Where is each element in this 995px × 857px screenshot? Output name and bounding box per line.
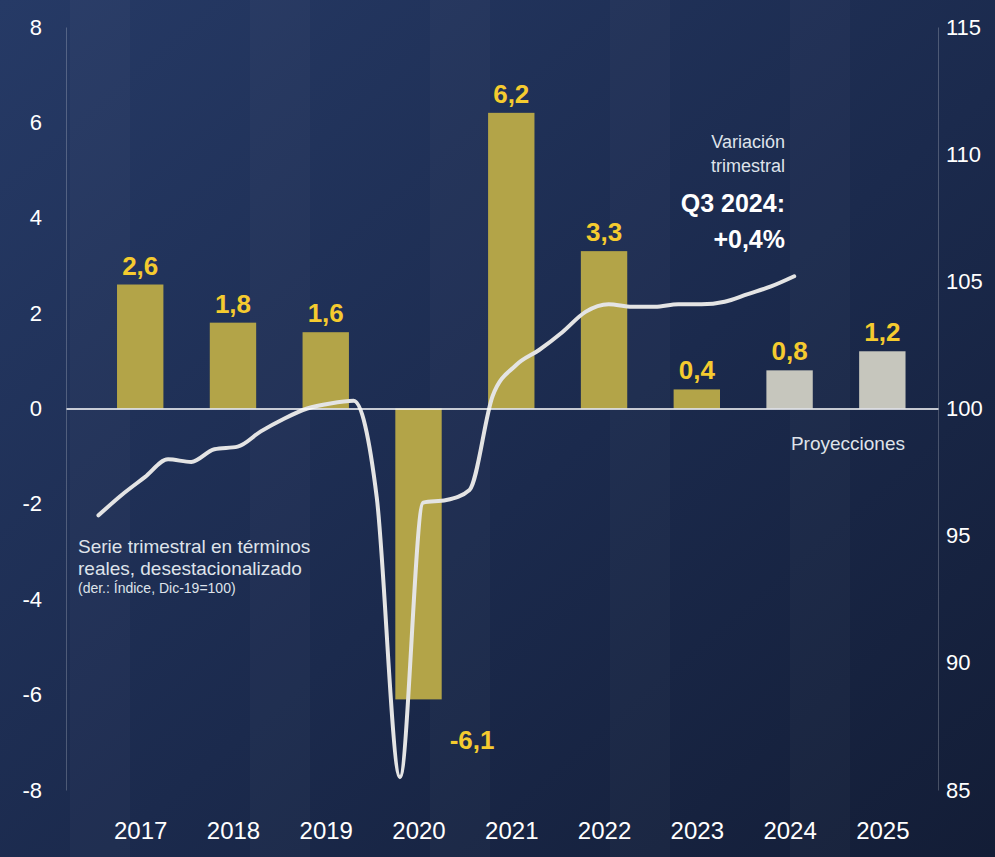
tick: 0 (30, 396, 66, 421)
annotation: (der.: Índice, Dic-19=100) (78, 580, 236, 596)
tick-label: 2021 (485, 817, 538, 844)
tick: -4 (22, 587, 66, 612)
tick-label: 100 (946, 396, 983, 421)
background-pillar (70, 0, 130, 857)
tick-label: 4 (30, 205, 42, 230)
background-pillar (250, 0, 310, 857)
tick: 110 (938, 142, 981, 167)
tick: 4 (30, 205, 66, 230)
data-label: 1,2 (864, 317, 900, 347)
tick: 2024 (763, 409, 816, 845)
tick: 100 (938, 396, 983, 421)
background (0, 0, 995, 857)
tick-label: -6 (22, 682, 42, 707)
tick-label: 2024 (763, 817, 816, 844)
data-label: 2,6 (122, 251, 158, 281)
bar (488, 113, 534, 409)
y-axis: -8 -6 -4 -2 0 2 4 6 8 (22, 15, 66, 803)
tick: 95 (938, 523, 970, 548)
annotations: Variación trimestral Q3 2024: +0,4% Proyecci… (78, 132, 905, 596)
annotation: trimestral (711, 156, 785, 176)
chart: -8-6-4-202468859095100105110115201720182… (0, 0, 995, 857)
tick-label: 6 (30, 110, 42, 135)
annotation: +0,4% (713, 225, 785, 253)
bar (303, 332, 349, 408)
bar (117, 285, 163, 409)
annotation: Serie trimestral en términos (78, 536, 310, 557)
bar (766, 370, 812, 408)
background-pillar (790, 0, 850, 857)
data-label: 0,4 (679, 355, 716, 385)
data-label: 1,6 (308, 298, 344, 328)
tick: 2022 (578, 409, 631, 845)
bar (210, 323, 256, 409)
tick: 90 (938, 650, 970, 675)
tick: 2 (30, 301, 66, 326)
tick-label: 2023 (671, 817, 724, 844)
annotation: Variación (711, 132, 785, 152)
tick: 2017 (114, 409, 167, 845)
x-axis: 2017 2018 2019 2020 2021 2022 2023 2024 2025 (67, 409, 939, 845)
tick: 85 (938, 778, 970, 803)
tick: 2023 (671, 409, 724, 845)
tick-label: 110 (946, 142, 981, 167)
y2-axis: 85 90 95 100 105 110 115 (938, 15, 983, 803)
zero-line (67, 408, 939, 410)
tick: 2020 (392, 409, 445, 845)
tick-label: -2 (22, 491, 42, 516)
tick-label: 2019 (300, 817, 353, 844)
tick-label: 105 (946, 269, 983, 294)
annotation: Proyecciones (791, 433, 905, 454)
tick-label: -8 (22, 778, 42, 803)
tick-label: 8 (30, 15, 42, 40)
bar (859, 351, 905, 408)
background-pillar (610, 0, 670, 857)
tick: 2019 (300, 409, 353, 845)
data-label: 6,2 (493, 79, 529, 109)
tick-label: 85 (946, 778, 970, 803)
background-decor (70, 0, 850, 857)
tick: 2021 (485, 409, 538, 845)
tick: 8 (30, 15, 66, 40)
tick: 2018 (207, 409, 260, 845)
data-label: 1,8 (215, 289, 251, 319)
tick-label: 0 (30, 396, 42, 421)
tick: 105 (938, 269, 983, 294)
tick: -2 (22, 491, 66, 516)
tick-label: -4 (22, 587, 42, 612)
tick-label: 90 (946, 650, 970, 675)
plot-area (98, 113, 905, 777)
line (98, 276, 794, 777)
bar (581, 251, 627, 408)
tick: 6 (30, 110, 66, 135)
data-labels: 2,6 1,8 1,6 -6,1 6,2 3,3 0,4 0,8 1,2 (122, 79, 900, 756)
tick: -8 (22, 778, 66, 803)
data-label: 3,3 (586, 217, 622, 247)
tick: 115 (938, 15, 981, 40)
annotation: Q3 2024: (681, 189, 785, 217)
tick-label: 2020 (392, 817, 445, 844)
tick: -6 (22, 682, 66, 707)
data-label: -6,1 (450, 725, 495, 755)
tick-label: 115 (946, 15, 981, 40)
tick: 2025 (856, 409, 909, 845)
tick-label: 2025 (856, 817, 909, 844)
bar (674, 389, 720, 408)
tick-label: 2017 (114, 817, 167, 844)
tick-label: 2 (30, 301, 42, 326)
tick-label: 2018 (207, 817, 260, 844)
data-label: 0,8 (771, 336, 807, 366)
annotation: reales, desestacionalizado (78, 558, 302, 579)
tick-label: 95 (946, 523, 970, 548)
tick-label: 2022 (578, 817, 631, 844)
